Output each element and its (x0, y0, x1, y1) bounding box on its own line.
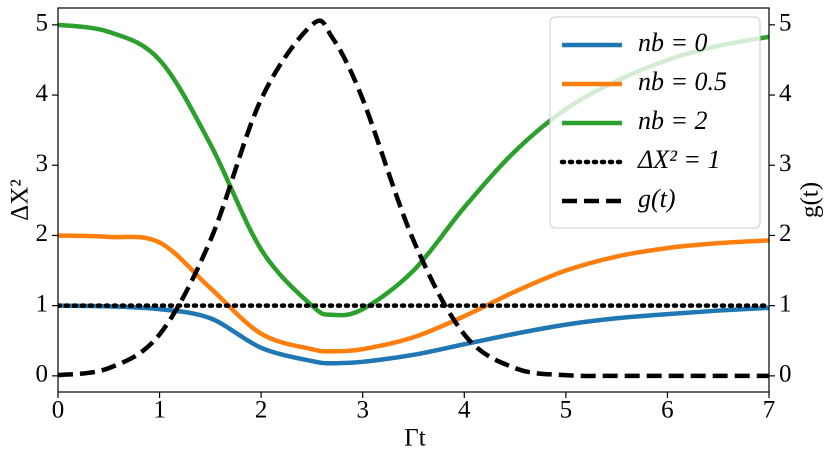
y2-tick-label: 2 (779, 220, 792, 247)
y-tick-label: 4 (36, 80, 49, 107)
y2-axis-label: g(t) (797, 182, 824, 218)
legend-label: nb = 0.5 (638, 67, 727, 96)
y2-tick-label: 0 (779, 361, 792, 388)
x-tick-label: 7 (763, 397, 776, 424)
legend-label: g(t) (638, 184, 676, 213)
series-line (58, 18, 769, 379)
y2-tick-label: 1 (779, 290, 792, 317)
y2-tick-label: 5 (779, 10, 792, 37)
legend-label: nb = 0 (638, 28, 708, 57)
x-tick-label: 4 (458, 397, 471, 424)
y-tick-label: 2 (36, 220, 49, 247)
y-tick-label: 0 (36, 361, 49, 388)
legend-box (549, 16, 761, 229)
series-line (58, 303, 769, 366)
y2-tick-label: 4 (779, 80, 792, 107)
plot-frame (57, 7, 770, 393)
legend-label: nb = 2 (638, 106, 708, 135)
legend-label: ΔX² = 1 (637, 145, 720, 174)
series-line (58, 233, 769, 354)
x-axis-label: Γt (404, 425, 425, 452)
y-tick-label: 1 (36, 290, 49, 317)
y-axis-label: ΔX² (7, 179, 34, 221)
y2-tick-label: 3 (779, 150, 792, 177)
y-tick-label: 3 (36, 150, 49, 177)
x-tick-label: 2 (255, 397, 268, 424)
y-tick-label: 5 (36, 10, 49, 37)
legend: nb = 0 nb = 0.5 nb = 2 ΔX² = 1 g(t) (549, 16, 761, 229)
x-tick-label: 1 (153, 397, 166, 424)
x-tick-label: 3 (356, 397, 369, 424)
x-tick-label: 0 (52, 397, 65, 424)
x-tick-label: 5 (560, 397, 573, 424)
x-tick-label: 6 (661, 397, 674, 424)
